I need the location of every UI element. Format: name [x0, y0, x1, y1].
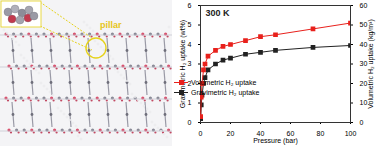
svg-text:60: 60 [360, 2, 368, 9]
svg-text:0: 0 [188, 119, 192, 126]
svg-text:Pressure (bar): Pressure (bar) [253, 137, 298, 145]
svg-text:pillar: pillar [100, 20, 122, 30]
svg-text:40: 40 [359, 40, 368, 48]
svg-text:5: 5 [188, 21, 192, 28]
html-text:Volumetric H₂ uptake: Volumetric H₂ uptake [191, 78, 257, 86]
svg-text:0: 0 [360, 119, 364, 126]
svg-text:1: 1 [188, 99, 192, 106]
svg-text:80: 80 [317, 130, 325, 137]
svg-text:30: 30 [359, 60, 368, 68]
html-text:Gravimetric H₂ uptake: Gravimetric H₂ uptake [191, 88, 260, 96]
svg-text:4: 4 [188, 41, 192, 48]
svg-text:3: 3 [188, 60, 192, 67]
svg-text:50: 50 [359, 21, 368, 29]
svg-text:300 K: 300 K [206, 8, 231, 18]
svg-text:6: 6 [188, 2, 192, 9]
svg-text:20: 20 [227, 130, 235, 137]
svg-text:Volumetric H₂ uptake (kg/m³): Volumetric H₂ uptake (kg/m³) [367, 19, 375, 108]
svg-text:40: 40 [256, 130, 265, 138]
svg-text:Gravimetric H₂ uptake (wt%): Gravimetric H₂ uptake (wt%) [179, 20, 187, 108]
svg-text:10: 10 [359, 99, 368, 107]
svg-text:20: 20 [359, 79, 368, 87]
svg-text:0: 0 [199, 130, 203, 137]
svg-text:100: 100 [345, 130, 357, 137]
svg-text:2: 2 [188, 80, 192, 87]
svg-text:60: 60 [286, 130, 295, 138]
